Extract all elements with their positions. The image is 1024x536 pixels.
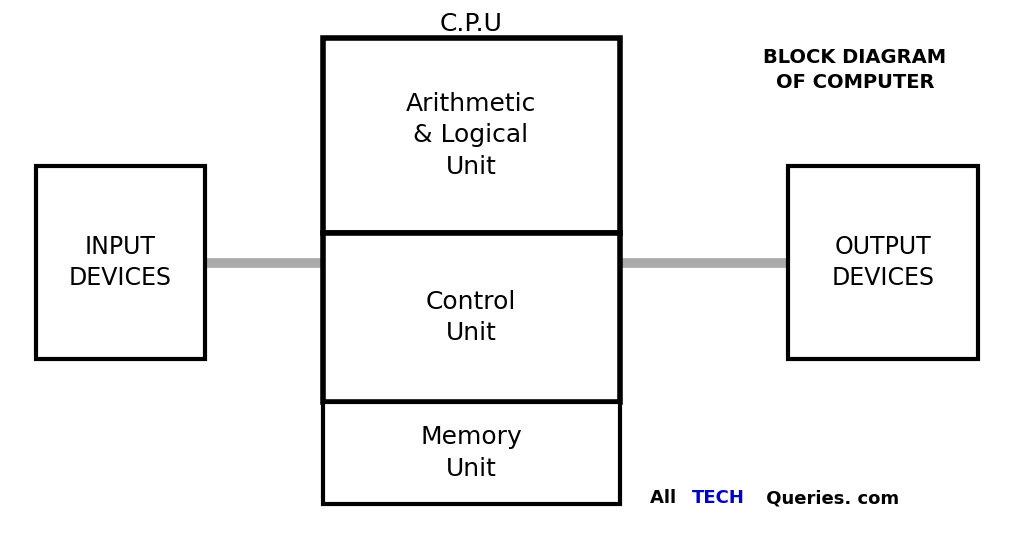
- Bar: [788, 166, 978, 359]
- Text: Control
Unit: Control Unit: [426, 290, 516, 345]
- Text: Memory
Unit: Memory Unit: [420, 425, 522, 481]
- Text: Arithmetic
& Logical
Unit: Arithmetic & Logical Unit: [406, 92, 537, 179]
- Text: Queries. com: Queries. com: [760, 489, 899, 508]
- Text: INPUT
DEVICES: INPUT DEVICES: [69, 235, 172, 291]
- Text: OUTPUT
DEVICES: OUTPUT DEVICES: [831, 235, 935, 291]
- Bar: [323, 233, 620, 402]
- Text: TECH: TECH: [692, 489, 744, 508]
- Text: All: All: [650, 489, 683, 508]
- Text: BLOCK DIAGRAM
OF COMPUTER: BLOCK DIAGRAM OF COMPUTER: [764, 48, 946, 92]
- Bar: [323, 38, 620, 233]
- Text: C.P.U: C.P.U: [439, 12, 503, 36]
- Bar: [323, 402, 620, 504]
- Bar: [36, 166, 205, 359]
